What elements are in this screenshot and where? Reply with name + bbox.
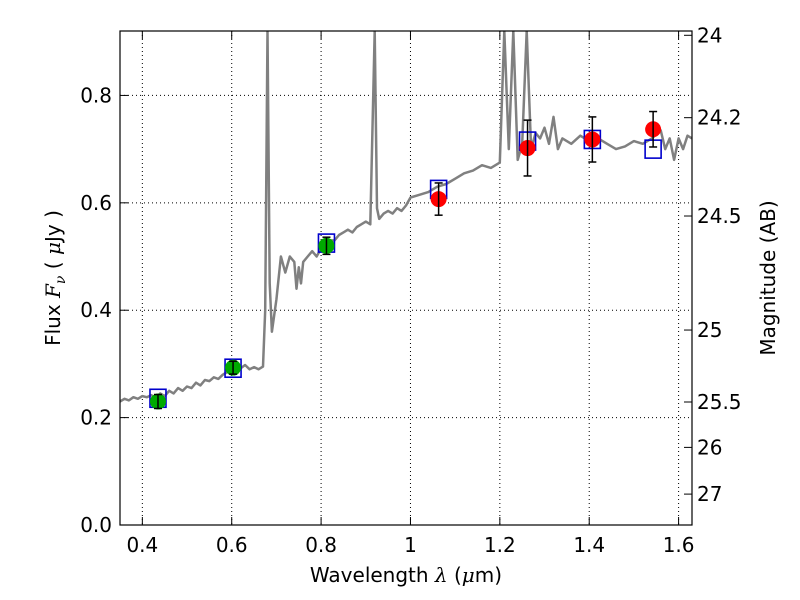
mag-tick-label: 24 (697, 23, 722, 47)
y-tick-label: 0.0 (80, 513, 112, 537)
model-flux-square (224, 358, 242, 379)
mag-tick-label: 25 (697, 318, 722, 342)
x-tick-label: 1.2 (484, 533, 516, 557)
model-spectrum-line (120, 31, 692, 403)
y-axis-ticks: 0.0 0.2 0.4 0.6 0.8 (80, 83, 128, 537)
x-axis-label: Wavelength λ (μm) (310, 563, 502, 587)
mag-tick-label: 24.2 (697, 106, 742, 130)
plot-frame (119, 30, 693, 526)
plot-border (119, 30, 693, 526)
x-tick-label: 0.8 (305, 533, 337, 557)
mag-tick-label: 27 (697, 482, 722, 506)
grid (120, 31, 692, 526)
mag-tick-label: 26 (697, 435, 722, 459)
y-tick-label: 0.4 (80, 298, 112, 322)
mag-tick-label: 24.5 (697, 204, 742, 228)
mag-tick-label: 25.5 (697, 390, 742, 414)
photometry-points (149, 110, 662, 410)
x-tick-label: 1.4 (573, 533, 605, 557)
x-tick-label: 0.6 (216, 533, 248, 557)
y-axis-label: Flux Fν ( μJy ) (41, 210, 69, 346)
x-tick-label: 1 (404, 533, 417, 557)
y-tick-label: 0.2 (80, 406, 112, 430)
magnitude-axis-ticks: 24 24.2 24.5 25 25.5 26 27 (684, 23, 742, 506)
y-tick-label: 0.8 (80, 83, 112, 107)
magnitude-axis-label: Magnitude (AB) (756, 200, 780, 355)
x-tick-label: 0.4 (126, 533, 158, 557)
x-tick-label: 1.6 (663, 533, 695, 557)
y-tick-label: 0.6 (80, 191, 112, 215)
x-axis-ticks: 0.4 0.6 0.8 1 1.2 1.4 1.6 (126, 31, 695, 557)
model-spectrum-layer (120, 31, 692, 403)
